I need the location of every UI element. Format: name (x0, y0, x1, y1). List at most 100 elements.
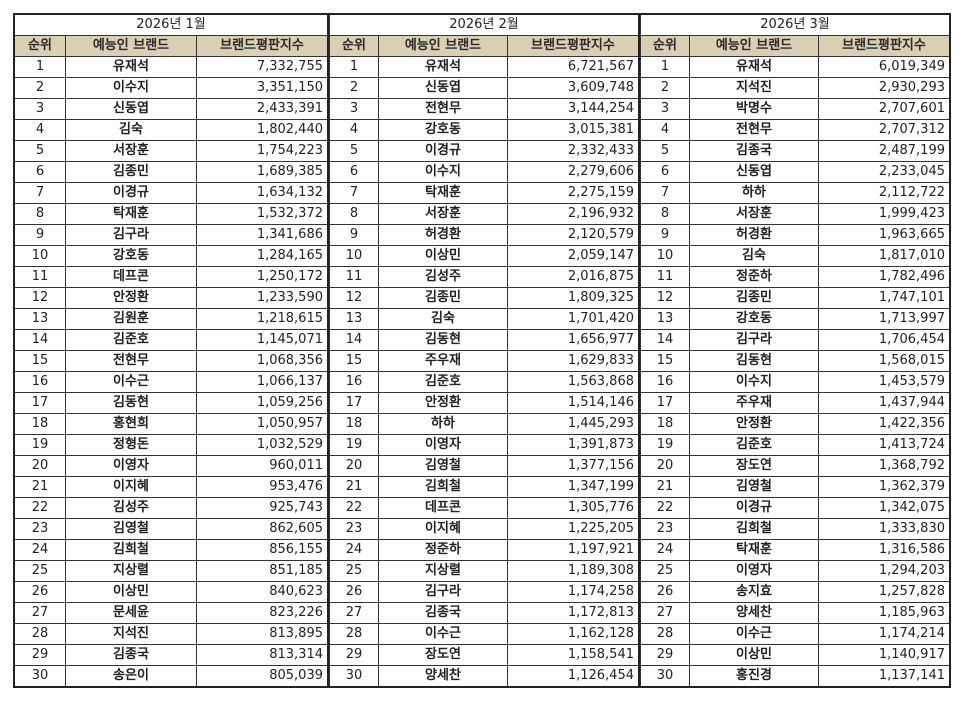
brand-reputation-tables: 2026년 1월 순위 예능인 브랜드 브랜드평판지수 1 유재석 7,332,755 2 이수… (13, 13, 951, 688)
rank-cell: 23 (329, 518, 379, 540)
table-row: 27 문세윤 823,226 (13, 602, 329, 624)
table-row: 6 김종민 1,689,385 (13, 161, 329, 183)
table-row: 28 지석진 813,895 (13, 623, 329, 645)
table-row: 17 주우재 1,437,944 (640, 392, 951, 414)
table-row: 30 홍진경 1,137,141 (640, 665, 951, 688)
score-cell: 2,112,722 (818, 182, 951, 204)
rank-cell: 1 (13, 56, 66, 78)
rank-cell: 9 (13, 224, 66, 246)
table-row: 27 양세찬 1,185,963 (640, 602, 951, 624)
score-cell: 1,422,356 (818, 413, 951, 435)
table-row: 3 전현무 3,144,254 (329, 98, 640, 120)
score-cell: 1,316,586 (818, 539, 951, 561)
rank-cell: 14 (640, 329, 690, 351)
score-cell: 1,197,921 (507, 539, 640, 561)
name-cell: 김희철 (378, 476, 508, 498)
name-cell: 장도연 (689, 455, 819, 477)
score-cell: 1,233,590 (196, 287, 329, 309)
score-cell: 1,140,917 (818, 644, 951, 666)
table-row: 19 이영자 1,391,873 (329, 434, 640, 456)
score-cell: 1,391,873 (507, 434, 640, 456)
score-cell: 1,145,071 (196, 329, 329, 351)
name-cell: 이지혜 (378, 518, 508, 540)
name-cell: 탁재훈 (689, 539, 819, 561)
table-row: 10 김숙 1,817,010 (640, 245, 951, 267)
rank-cell: 27 (640, 602, 690, 624)
score-cell: 1,563,868 (507, 371, 640, 393)
score-cell: 1,747,101 (818, 287, 951, 309)
name-cell: 이수지 (65, 77, 197, 99)
rank-cell: 3 (640, 98, 690, 120)
score-cell: 2,233,045 (818, 161, 951, 183)
name-cell: 송은이 (65, 665, 197, 688)
score-cell: 1,185,963 (818, 602, 951, 624)
table-row: 20 장도연 1,368,792 (640, 455, 951, 477)
name-cell: 김희철 (65, 539, 197, 561)
table-row: 25 지상렬 851,185 (13, 560, 329, 582)
name-cell: 김동현 (65, 392, 197, 414)
rank-cell: 16 (13, 371, 66, 393)
name-cell: 이상민 (689, 644, 819, 666)
rank-header: 순위 (640, 35, 690, 57)
table-row: 8 탁재훈 1,532,372 (13, 203, 329, 225)
score-cell: 2,275,159 (507, 182, 640, 204)
rank-cell: 24 (13, 539, 66, 561)
rank-cell: 7 (13, 182, 66, 204)
name-cell: 이상민 (378, 245, 508, 267)
score-cell: 1,629,833 (507, 350, 640, 372)
table-row: 1 유재석 6,019,349 (640, 56, 951, 78)
name-cell: 김숙 (689, 245, 819, 267)
rank-cell: 14 (329, 329, 379, 351)
table-row: 16 김준호 1,563,868 (329, 371, 640, 393)
name-cell: 허경환 (378, 224, 508, 246)
table-row: 1 유재석 6,721,567 (329, 56, 640, 78)
table-row: 29 장도연 1,158,541 (329, 644, 640, 666)
name-cell: 김종국 (689, 140, 819, 162)
rank-cell: 26 (13, 581, 66, 603)
name-cell: 지상렬 (65, 560, 197, 582)
table-row: 5 김종국 2,487,199 (640, 140, 951, 162)
name-cell: 하하 (689, 182, 819, 204)
rank-cell: 21 (13, 476, 66, 498)
score-cell: 1,713,997 (818, 308, 951, 330)
score-cell: 1,532,372 (196, 203, 329, 225)
score-cell: 960,011 (196, 455, 329, 477)
rank-cell: 8 (13, 203, 66, 225)
rank-cell: 17 (640, 392, 690, 414)
rank-cell: 7 (329, 182, 379, 204)
name-cell: 안정환 (65, 287, 197, 309)
score-cell: 6,721,567 (507, 56, 640, 78)
name-cell: 김종민 (65, 161, 197, 183)
name-cell: 이수지 (689, 371, 819, 393)
name-cell: 허경환 (689, 224, 819, 246)
name-cell: 이지혜 (65, 476, 197, 498)
rank-cell: 25 (329, 560, 379, 582)
score-cell: 1,341,686 (196, 224, 329, 246)
table-row: 4 김숙 1,802,440 (13, 119, 329, 141)
rank-cell: 4 (329, 119, 379, 141)
score-cell: 813,314 (196, 644, 329, 666)
rank-cell: 2 (329, 77, 379, 99)
score-cell: 1,706,454 (818, 329, 951, 351)
rank-cell: 9 (329, 224, 379, 246)
score-cell: 1,377,156 (507, 455, 640, 477)
table-row: 30 송은이 805,039 (13, 665, 329, 688)
name-cell: 김구라 (65, 224, 197, 246)
table-row: 9 허경환 1,963,665 (640, 224, 951, 246)
name-cell: 유재석 (689, 56, 819, 78)
rank-cell: 16 (329, 371, 379, 393)
rank-cell: 10 (329, 245, 379, 267)
score-cell: 1,162,128 (507, 623, 640, 645)
name-cell: 이영자 (689, 560, 819, 582)
score-cell: 1,250,172 (196, 266, 329, 288)
table-row: 1 유재석 7,332,755 (13, 56, 329, 78)
table-row: 19 정형돈 1,032,529 (13, 434, 329, 456)
rank-cell: 17 (13, 392, 66, 414)
score-header: 브랜드평판지수 (507, 35, 640, 57)
score-cell: 1,068,356 (196, 350, 329, 372)
score-cell: 851,185 (196, 560, 329, 582)
name-cell: 김성주 (65, 497, 197, 519)
table-row: 3 신동엽 2,433,391 (13, 98, 329, 120)
name-cell: 양세찬 (689, 602, 819, 624)
score-cell: 1,032,529 (196, 434, 329, 456)
